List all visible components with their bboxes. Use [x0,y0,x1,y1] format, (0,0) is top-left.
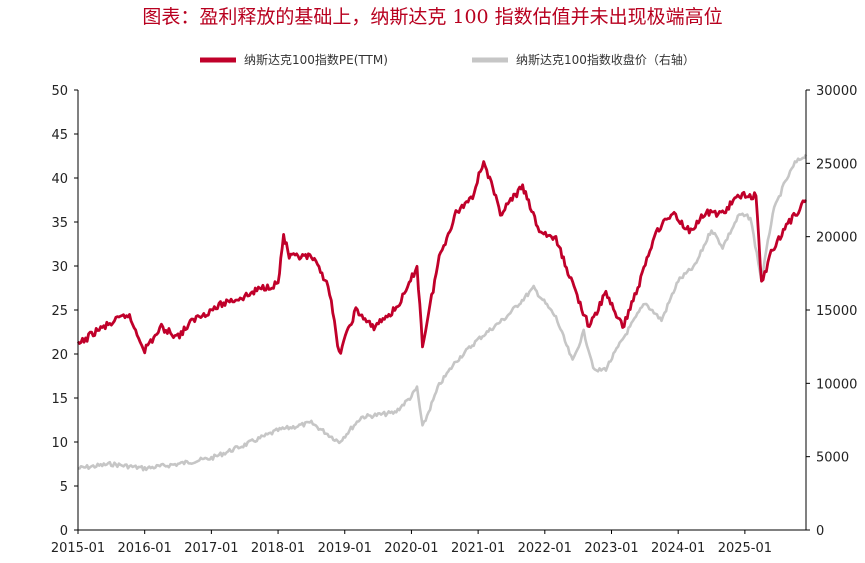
right-tick-label: 0 [816,524,824,539]
x-tick-label: 2016-01 [118,541,172,556]
legend-label-1: 纳斯达克100指数PE(TTM) [244,52,388,67]
x-tick-label: 2020-01 [384,541,438,556]
x-tick-label: 2021-01 [451,541,505,556]
right-tick-label: 10000 [816,377,857,392]
pe-series-line [76,160,808,355]
left-tick-label: 40 [51,172,68,187]
x-tick-label: 2019-01 [318,541,372,556]
x-tick-label: 2024-01 [651,541,705,556]
left-tick-label: 0 [60,524,68,539]
left-tick-label: 45 [51,128,68,143]
right-tick-label: 25000 [816,157,857,172]
left-tick-label: 10 [51,436,68,451]
left-tick-label: 5 [60,480,68,495]
x-tick-label: 2015-01 [51,541,105,556]
left-tick-label: 50 [51,84,68,99]
right-tick-label: 30000 [816,84,857,99]
left-tick-label: 30 [51,260,68,275]
right-tick-label: 15000 [816,304,857,319]
x-tick-label: 2017-01 [184,541,238,556]
chart-title: 图表：盈利释放的基础上，纳斯达克 100 指数估值并未出现极端高位 [142,6,723,28]
close-price-series-line [77,153,808,472]
x-tick-label: 2022-01 [518,541,572,556]
left-tick-label: 20 [51,348,68,363]
left-tick-label: 35 [51,216,68,231]
axes: 0 5 10 15 20 25 30 35 40 45 50 0 5000 10000 15000 20000… [51,84,858,556]
left-tick-label: 25 [51,304,68,319]
left-tick-label: 15 [51,392,68,407]
legend: 纳斯达克100指数PE(TTM) 纳斯达克100指数收盘价（右轴） [200,52,695,67]
x-tick-label: 2018-01 [251,541,305,556]
right-tick-label: 5000 [816,451,849,466]
legend-label-2: 纳斯达克100指数收盘价（右轴） [516,52,695,67]
series-layer [76,153,808,472]
x-tick-label: 2025-01 [718,541,772,556]
right-tick-label: 20000 [816,231,857,246]
x-tick-label: 2023-01 [584,541,638,556]
